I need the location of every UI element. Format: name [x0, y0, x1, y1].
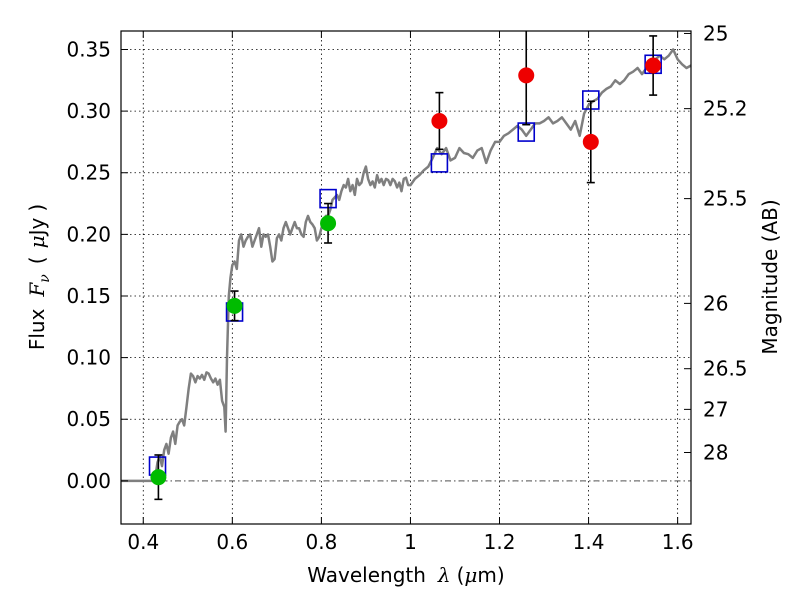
x-tick-label: 1.4	[573, 530, 605, 554]
model-bandpass-flux-marker	[430, 153, 449, 173]
y2-axis-label: Magnitude (AB)	[758, 199, 782, 354]
y-tick-label: 0.00	[66, 469, 111, 493]
nir-detections-marker	[431, 112, 448, 129]
y-tick-label: 0.35	[66, 37, 111, 61]
template-spectrum-line	[121, 48, 692, 483]
x-tick-label: 0.8	[305, 530, 337, 554]
y2-tick-label: 25.5	[703, 187, 748, 211]
y-tick-label: 0.05	[66, 407, 111, 431]
y2-tick-label: 25	[703, 21, 728, 45]
x-axis-label: Wavelength λ (μm)	[307, 563, 504, 587]
plot-frame	[120, 30, 692, 525]
nir-detections-marker	[518, 67, 535, 84]
x-tick-label: 1.6	[662, 530, 694, 554]
optical-detections-marker	[226, 297, 243, 314]
x-tick-label: 1.2	[484, 530, 516, 554]
x-tick-label: 1	[404, 530, 417, 554]
y2-tick-label: 28	[703, 441, 728, 465]
y-tick-label: 0.30	[66, 99, 111, 123]
y-axis-label: FluxFν(μJy)	[25, 204, 53, 350]
x-tick-label: 0.4	[127, 530, 159, 554]
y-tick-label: 0.15	[66, 284, 111, 308]
y-tick-label: 0.25	[66, 161, 111, 185]
y2-tick-label: 25.2	[703, 97, 748, 121]
model-bandpass-flux-marker	[517, 122, 536, 142]
y-tick-label: 0.20	[66, 222, 111, 246]
ticks-layer: 0.4 0.6 0.8 1 1.2 1.4 1.6 0.00 0.05 0.10 0.15 0.20 0…	[66, 21, 747, 554]
grid-layer	[121, 31, 691, 524]
y-tick-label: 0.10	[66, 346, 111, 370]
series-layer	[121, 31, 692, 501]
y2-tick-label: 26.5	[703, 357, 748, 381]
y2-tick-label: 26	[703, 291, 728, 315]
nir-detections-marker	[582, 133, 599, 150]
y2-tick-label: 27	[703, 397, 728, 421]
nir-detections-marker	[645, 57, 662, 74]
x-tick-label: 0.6	[216, 530, 248, 554]
optical-detections-marker	[150, 469, 167, 486]
optical-detections-marker	[320, 215, 337, 232]
